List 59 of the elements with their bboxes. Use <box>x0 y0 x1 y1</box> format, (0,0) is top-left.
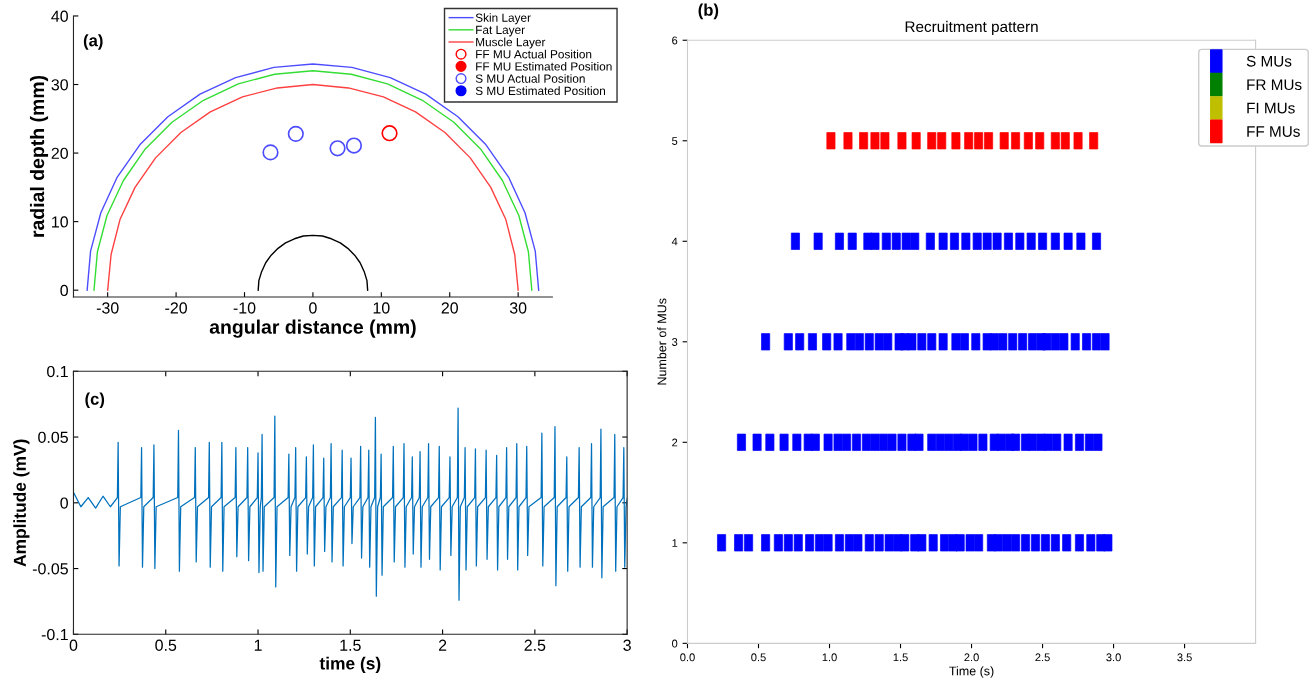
y-tick-label: 2 <box>672 438 678 447</box>
x-axis-title: angular distance (mm) <box>209 319 416 338</box>
x-axis-title: time (s) <box>319 656 381 674</box>
y-tick-label: -0.05 <box>32 563 68 575</box>
x-tick-label: 20 <box>441 302 458 314</box>
x-tick-label: 0 <box>69 639 78 651</box>
x-tick-label: 1.5 <box>893 653 908 662</box>
x-tick-label: 0 <box>309 302 317 314</box>
legend-label: Muscle Layer <box>476 37 546 49</box>
legend-label: FI MUs <box>1247 102 1295 114</box>
y-tick-label: 30 <box>51 79 68 91</box>
y-tick-label: 0 <box>60 497 68 509</box>
x-tick-label: 2.5 <box>1035 653 1050 662</box>
x-tick-label: 0.0 <box>680 653 695 662</box>
x-tick-label: 30 <box>509 302 527 314</box>
legend-label: S MU Actual Position <box>475 74 585 83</box>
y-axis-title: Amplitude (mV) <box>13 439 30 567</box>
chart-title: Recruitment pattern <box>905 20 1038 36</box>
x-tick-label: 2.5 <box>524 639 546 651</box>
legend-label: S MU Estimated Position <box>475 86 605 95</box>
y-tick-label: 0 <box>60 284 68 297</box>
y-tick-label: 1 <box>672 539 678 547</box>
y-tick-label: 10 <box>52 216 68 228</box>
x-tick-label: 1 <box>254 639 262 651</box>
x-tick-label: 2.0 <box>964 653 979 662</box>
y-tick-label: 0.1 <box>47 365 68 378</box>
x-tick-label: -30 <box>96 302 119 314</box>
y-tick-label: 40 <box>51 10 68 22</box>
y-tick-label: -0.1 <box>41 628 68 641</box>
legend-label: FR MUs <box>1247 79 1302 91</box>
legend-label: FF MU Actual Position <box>476 49 592 59</box>
x-tick-label: 0.5 <box>155 639 177 651</box>
x-tick-label: 10 <box>373 302 390 314</box>
legend-label: Fat Layer <box>476 25 525 37</box>
legend-label: Skin Layer <box>475 13 531 25</box>
y-axis-title: Number of MUs <box>657 298 667 385</box>
x-tick-label: -10 <box>233 302 256 314</box>
x-tick-label: 1.0 <box>822 653 837 662</box>
annotation: (a) <box>83 34 103 50</box>
x-tick-label: 3.5 <box>1177 653 1192 662</box>
x-tick-label: 3 <box>623 639 631 651</box>
x-tick-label: 1.5 <box>340 639 361 651</box>
x-axis-title: Time (s) <box>949 666 994 678</box>
y-tick-label: 6 <box>672 36 678 45</box>
legend-label: FF MU Estimated Position <box>476 61 612 71</box>
annotation: (c) <box>85 392 105 409</box>
y-tick-label: 5 <box>672 137 678 145</box>
y-tick-label: 3 <box>672 338 678 346</box>
y-tick-label: 0.05 <box>38 431 68 443</box>
y-tick-label: 20 <box>51 147 68 160</box>
legend-label: S MUs <box>1246 55 1292 67</box>
x-tick-label: 0.5 <box>751 653 766 662</box>
legend-label: FF MUs <box>1247 126 1300 137</box>
text: (b) <box>698 3 719 20</box>
x-tick-label: 2 <box>438 639 447 651</box>
y-axis-title: radial depth (mm) <box>29 75 49 237</box>
x-tick-label: 3.0 <box>1106 653 1121 662</box>
y-tick-label: 4 <box>671 237 678 246</box>
x-tick-label: -20 <box>165 302 188 314</box>
